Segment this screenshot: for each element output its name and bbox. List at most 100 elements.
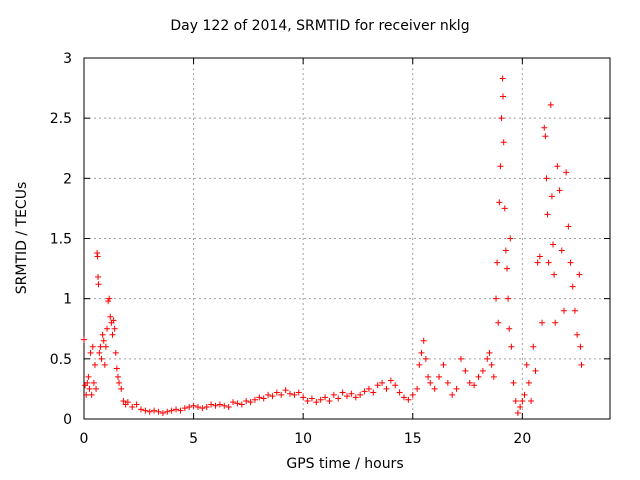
y-tick-label: 3 <box>63 51 72 67</box>
data-point-marker <box>339 389 346 396</box>
data-point-marker <box>383 385 390 392</box>
data-point-marker <box>500 93 507 100</box>
data-points <box>81 75 585 416</box>
data-point-marker <box>216 401 223 408</box>
data-point-marker <box>490 373 497 380</box>
data-point-marker <box>225 403 232 410</box>
data-point-marker <box>89 343 96 350</box>
data-point-marker <box>124 399 131 406</box>
data-point-marker <box>387 377 394 384</box>
data-point-marker <box>523 361 530 368</box>
data-point-marker <box>97 343 104 350</box>
data-point-marker <box>565 223 572 230</box>
x-tick-label: 10 <box>294 431 312 447</box>
data-point-marker <box>502 247 509 254</box>
data-point-marker <box>512 397 519 404</box>
data-point-marker <box>300 394 307 401</box>
data-point-marker <box>137 406 144 413</box>
data-point-marker <box>510 379 517 386</box>
data-point-marker <box>295 389 302 396</box>
data-point-marker <box>186 403 193 410</box>
x-tick-label: 20 <box>513 431 531 447</box>
data-point-marker <box>563 169 570 176</box>
data-point-marker <box>151 407 158 414</box>
data-point-marker <box>501 205 508 212</box>
data-point-marker <box>486 349 493 356</box>
data-point-marker <box>146 408 153 415</box>
data-point-marker <box>425 373 432 380</box>
x-tick-label: 5 <box>189 431 198 447</box>
data-point-marker <box>571 307 578 314</box>
data-point-marker <box>234 400 241 407</box>
data-point-marker <box>449 391 456 398</box>
data-point-marker <box>177 407 184 414</box>
data-point-marker <box>348 390 355 397</box>
data-point-marker <box>569 283 576 290</box>
data-point-marker <box>113 365 120 372</box>
data-point-marker <box>106 295 113 302</box>
data-point-marker <box>84 379 91 386</box>
data-point-marker <box>471 382 478 389</box>
data-point-marker <box>282 387 289 394</box>
data-point-marker <box>155 408 162 415</box>
data-point-marker <box>577 343 584 350</box>
data-point-marker <box>322 394 329 401</box>
data-point-marker <box>100 337 107 344</box>
data-point-marker <box>488 361 495 368</box>
data-point-marker <box>544 211 551 218</box>
data-point-marker <box>194 403 201 410</box>
data-point-marker <box>541 124 548 131</box>
data-point-marker <box>104 325 111 332</box>
data-point-marker <box>517 403 524 410</box>
data-point-marker <box>110 317 117 324</box>
data-point-marker <box>107 313 114 320</box>
data-point-marker <box>484 355 491 362</box>
data-point-marker <box>101 361 108 368</box>
data-point-marker <box>278 391 285 398</box>
data-point-marker <box>560 307 567 314</box>
data-point-marker <box>498 115 505 122</box>
data-point-marker <box>536 253 543 260</box>
data-point-marker <box>503 265 510 272</box>
data-point-marker <box>427 379 434 386</box>
data-point-marker <box>444 379 451 386</box>
data-point-marker <box>578 361 585 368</box>
data-point-marker <box>91 361 98 368</box>
x-axis-label: GPS time / hours <box>286 456 404 472</box>
data-point-marker <box>554 163 561 170</box>
data-point-marker <box>109 331 116 338</box>
data-point-marker <box>116 379 123 386</box>
y-axis-label: SRMTID / TECUs <box>14 181 30 295</box>
data-point-marker <box>548 193 555 200</box>
data-point-marker <box>330 391 337 398</box>
data-point-marker <box>495 319 502 326</box>
data-point-marker <box>133 401 140 408</box>
data-point-marker <box>265 391 272 398</box>
data-point-marker <box>494 259 501 266</box>
data-point-marker <box>352 394 359 401</box>
data-point-marker <box>86 385 93 392</box>
data-point-marker <box>457 355 464 362</box>
data-point-marker <box>88 391 95 398</box>
data-point-marker <box>392 382 399 389</box>
data-point-marker <box>462 367 469 374</box>
data-point-marker <box>118 385 125 392</box>
data-point-marker <box>530 343 537 350</box>
data-point-marker <box>357 391 364 398</box>
data-point-marker <box>238 401 245 408</box>
data-point-marker <box>551 271 558 278</box>
data-point-marker <box>519 397 526 404</box>
data-point-marker <box>539 319 546 326</box>
data-point-marker <box>168 407 175 414</box>
data-point-marker <box>313 399 320 406</box>
data-point-marker <box>374 382 381 389</box>
data-point-marker <box>507 235 514 242</box>
data-point-marker <box>120 397 127 404</box>
x-tick-label: 0 <box>80 431 89 447</box>
data-point-marker <box>422 355 429 362</box>
data-point-marker <box>93 385 100 392</box>
data-point-marker <box>95 281 102 288</box>
data-point-marker <box>256 394 263 401</box>
data-point-marker <box>308 395 315 402</box>
